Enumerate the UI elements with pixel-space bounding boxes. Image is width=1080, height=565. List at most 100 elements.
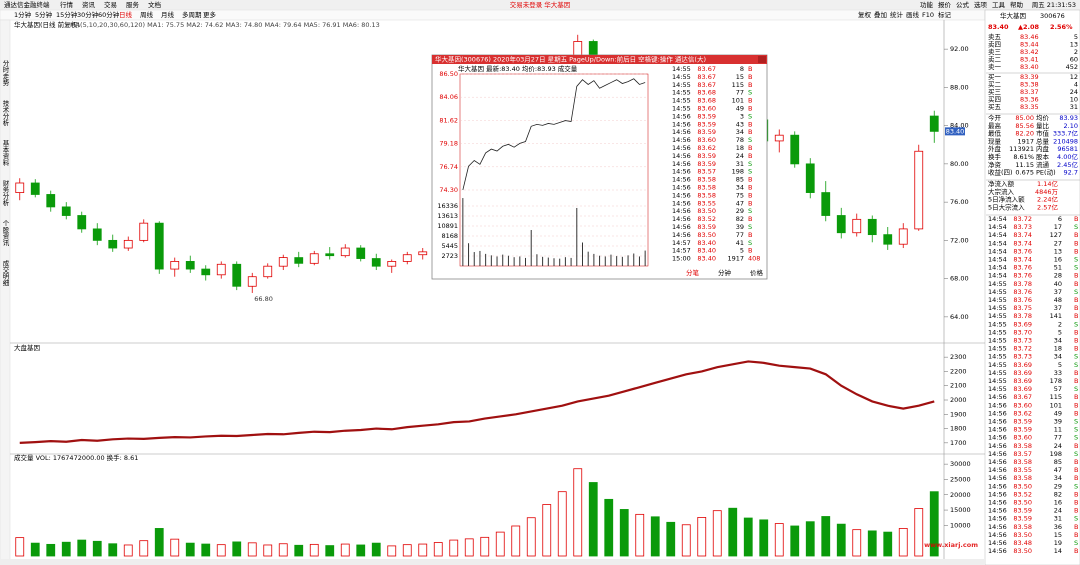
y-tick-label: 2723 xyxy=(441,252,458,260)
period-tab[interactable]: 30分钟 xyxy=(77,10,99,19)
popup-tab[interactable]: 价格 xyxy=(750,268,764,277)
view-tab[interactable]: 标记 xyxy=(938,10,952,19)
trade-time: 14:56 xyxy=(988,434,1007,442)
candle-body xyxy=(108,239,118,249)
period-tab[interactable]: 更多 xyxy=(203,10,217,19)
stat-value: 85.00 xyxy=(1015,114,1034,122)
stat-label: 收益(四) xyxy=(988,168,1013,177)
trade-volume: 51 xyxy=(1054,264,1062,272)
candle-body xyxy=(356,247,366,259)
menu-item[interactable]: 交易 xyxy=(104,0,117,9)
period-tab[interactable]: 1分钟 xyxy=(14,10,32,19)
view-tab[interactable]: 叠加 xyxy=(874,10,887,19)
trade-price: 83.59 xyxy=(697,223,716,231)
change-pct: 2.56% xyxy=(1050,23,1073,31)
menu-item[interactable]: 行情 xyxy=(60,0,74,9)
tool-item[interactable]: 工具 xyxy=(992,1,1006,9)
price-line xyxy=(462,78,646,191)
menu-item[interactable]: 资讯 xyxy=(82,0,96,9)
period-tab[interactable]: 多周期 xyxy=(182,10,202,19)
trade-time: 14:56 xyxy=(988,474,1007,482)
period-tab[interactable]: 日线 xyxy=(119,10,133,19)
ma-legend: MA(5,10,20,30,60,120) MA1: 75.75 MA2: 74… xyxy=(70,21,380,29)
trade-side: S xyxy=(748,207,752,215)
candle-body xyxy=(867,218,877,236)
tool-item[interactable]: 公式 xyxy=(956,0,970,9)
trade-volume: 19 xyxy=(1054,539,1062,547)
view-tab[interactable]: F10 xyxy=(922,11,934,19)
period-tab[interactable]: 60分钟 xyxy=(98,10,120,19)
trade-side: S xyxy=(1074,418,1078,426)
popup-tab[interactable]: 分钟 xyxy=(718,268,732,277)
trade-time: 14:55 xyxy=(988,345,1007,353)
trade-time: 14:55 xyxy=(988,320,1007,328)
trade-side: S xyxy=(748,223,752,231)
side-tab[interactable]: 成交明细 xyxy=(1,259,9,288)
trade-side: B xyxy=(1074,296,1078,304)
trade-volume: 43 xyxy=(736,120,744,128)
trade-time: 14:55 xyxy=(672,105,691,113)
period-tab[interactable]: 15分钟 xyxy=(56,10,78,19)
book-label: 卖四 xyxy=(988,41,1001,49)
trade-time: 14:55 xyxy=(672,89,691,97)
tool-item[interactable]: 功能 xyxy=(920,0,934,9)
popup-tab[interactable]: 分笔 xyxy=(686,268,700,277)
volume-bar xyxy=(619,509,629,557)
candle-body xyxy=(46,194,56,208)
volume-bar xyxy=(139,540,149,557)
candle-body xyxy=(263,265,273,278)
period-tab[interactable]: 月线 xyxy=(161,10,175,19)
app-name: 通达信金融终端 xyxy=(4,0,50,9)
trade-side: S xyxy=(1074,539,1078,547)
stat-value: 333.7亿 xyxy=(1053,129,1079,138)
side-tab[interactable]: 个股资讯 xyxy=(1,220,9,248)
trade-price: 83.76 xyxy=(1013,296,1032,304)
menu-item[interactable]: 服务 xyxy=(126,0,140,9)
volume-bar xyxy=(883,531,893,557)
view-tab[interactable]: 画线 xyxy=(906,10,920,19)
popup-subtitle: 华大基因 最新:83.40 均价:83.93 成交量 xyxy=(458,64,578,73)
trade-side: B xyxy=(748,97,752,105)
trade-side: B xyxy=(748,81,752,89)
period-tab[interactable]: 5分钟 xyxy=(35,10,53,19)
period-tab[interactable]: 周线 xyxy=(140,10,154,19)
trade-volume: 24 xyxy=(736,152,744,160)
book-price: 83.40 xyxy=(1020,63,1039,71)
menu-item[interactable]: 文档 xyxy=(148,0,161,9)
side-tab[interactable]: 技术分析 xyxy=(1,99,9,128)
trade-side: B xyxy=(1074,507,1078,515)
side-tab[interactable]: 财务分析 xyxy=(1,179,9,208)
trade-time: 14:55 xyxy=(988,377,1007,385)
trade-time: 14:55 xyxy=(988,288,1007,296)
view-tab[interactable]: 复权 xyxy=(858,10,872,19)
volume-bar xyxy=(867,530,877,557)
view-tab[interactable]: 统计 xyxy=(890,10,904,19)
trade-price: 83.70 xyxy=(1013,328,1032,336)
tool-item[interactable]: 选项 xyxy=(974,0,988,9)
side-tab[interactable]: 基本资料 xyxy=(1,139,9,168)
volume-bar xyxy=(15,537,25,557)
volume-bar xyxy=(805,521,815,557)
volume-bar xyxy=(402,544,412,557)
tool-item[interactable]: 帮助 xyxy=(1010,0,1024,9)
popup xyxy=(431,54,768,280)
trade-price: 83.72 xyxy=(1013,215,1032,223)
book-price: 83.36 xyxy=(1020,96,1039,104)
trade-side: B xyxy=(1074,547,1078,555)
trade-side: B xyxy=(748,120,752,128)
trade-volume: 2 xyxy=(1058,320,1062,328)
y-tick-label: 1700 xyxy=(950,439,967,447)
trade-price: 83.68 xyxy=(697,97,716,105)
trade-time: 14:56 xyxy=(988,418,1007,426)
flow-label: 5日净流入额 xyxy=(988,195,1025,204)
trade-volume: 5 xyxy=(1058,328,1062,336)
volume-bar xyxy=(666,521,676,557)
trade-time: 14:56 xyxy=(672,223,691,231)
tool-item[interactable]: 报价 xyxy=(938,0,952,9)
y-tick-label: 86.50 xyxy=(439,70,458,78)
trade-price: 83.48 xyxy=(1013,539,1032,547)
stat-label: 流通 xyxy=(1036,160,1050,169)
stock-code: 300676 xyxy=(1040,12,1065,20)
side-tab[interactable]: 分时走势 xyxy=(1,59,9,88)
popup-close[interactable] xyxy=(758,56,766,63)
